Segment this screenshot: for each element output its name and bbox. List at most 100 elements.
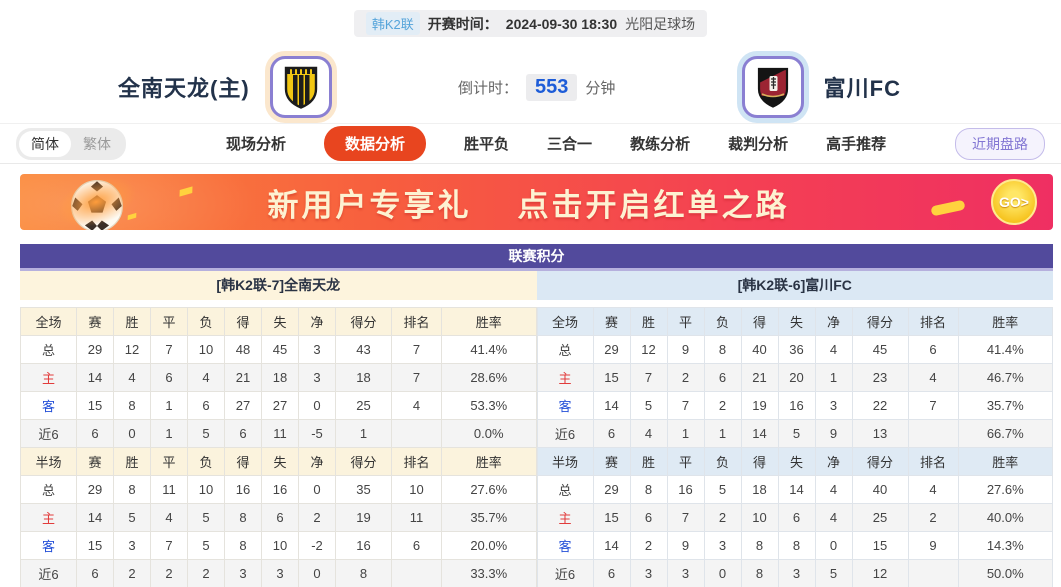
column-header: 失 [261,447,299,476]
nav-tab[interactable]: 三合一 [547,136,593,153]
nav-bar: 简体 繁体 现场分析 数据分析 胜平负 三合一 教练分析 裁判分析 高手推荐 近期盘路 [0,123,1061,164]
stat-cell: 3 [703,531,742,560]
row-label: 客 [20,531,77,560]
go-button[interactable]: GO> [991,179,1037,225]
column-header: 胜率 [957,447,1053,476]
lang-traditional-button[interactable]: 繁体 [83,135,111,152]
stat-cell: 11 [150,475,188,504]
stat-cell: 4 [150,503,188,532]
stat-cell: 15 [592,503,631,532]
stat-cell: 14 [592,531,631,560]
stat-cell: 8 [335,559,392,587]
stat-cell: 6 [592,559,631,587]
stat-cell: 10 [261,531,299,560]
stat-cell: 14 [777,475,816,504]
stat-cell: 6 [224,419,262,448]
stat-cell: 0 [703,559,742,587]
stat-cell: 3 [666,559,705,587]
stat-cell: 2 [187,559,225,587]
stat-cell: 25 [851,503,909,532]
promo-banner[interactable]: 新用户专享礼 点击开启红单之路 GO> [20,174,1053,230]
stat-cell: 16 [777,391,816,420]
nav-tab[interactable]: 胜平负 [464,136,510,153]
table-row: 总 29 12 9 8 40 36 4 45 6 41.4% [536,335,1053,364]
stat-cell: 21 [224,363,262,392]
stat-cell: 4 [907,475,959,504]
recent-odds-button[interactable]: 近期盘路 [955,127,1045,160]
column-header: 半场 [20,447,77,476]
soccer-ball-icon [48,174,144,230]
stat-cell: 5 [814,559,853,587]
stat-cell: 12 [629,335,668,364]
nav-tab[interactable]: 教练分析 [630,136,691,153]
column-header: 赛 [592,307,631,336]
stat-cell: 41.4% [957,335,1053,364]
column-header: 胜 [629,307,668,336]
away-stats-panel: [韩K2联-6]富川FC 全场赛胜平负得失净得分 排名 胜率 总 29 12 9 8 40 36… [536,271,1053,587]
table-row: 客 15 3 7 5 8 10 -2 16 6 20.0% [20,531,537,560]
column-header: 负 [187,307,225,336]
language-toggle: 简体 繁体 [16,127,126,160]
stat-cell: 7 [391,335,442,364]
stat-cell: 8 [740,559,779,587]
stat-cell: 36 [777,335,816,364]
stat-cell: 28.6% [441,363,537,392]
stat-cell: 1 [150,419,188,448]
section-title: 联赛积分 [20,244,1053,271]
stat-cell: 19 [740,391,779,420]
stat-cell: 0 [298,559,336,587]
lang-simplified-button[interactable]: 简体 [19,130,71,157]
stat-cell: 6 [907,335,959,364]
column-header: 得分 [335,447,392,476]
stat-cell: 9 [907,531,959,560]
nav-tabs: 现场分析 数据分析 胜平负 三合一 教练分析 裁判分析 高手推荐 [226,126,886,161]
home-stats-panel: [韩K2联-7]全南天龙 全场赛胜平负得失净得分 排名 胜率 总 29 12 7 10 48 4… [20,271,537,587]
stat-cell: 16 [666,475,705,504]
home-team-name: 全南天龙(主) [118,76,250,101]
column-header: 负 [187,447,225,476]
column-header: 净 [298,447,336,476]
stat-cell [391,559,442,587]
countdown-value: 553 [525,73,578,101]
stat-cell: 3 [629,559,668,587]
stat-cell: 16 [224,475,262,504]
stat-cell: 16 [335,531,392,560]
stat-cell: 29 [76,475,114,504]
table-row: 主 14 4 6 4 21 18 3 18 7 28.6% [20,363,537,392]
nav-tab[interactable]: 高手推荐 [826,136,887,153]
stat-cell: 7 [907,391,959,420]
column-header: 全场 [20,307,77,336]
stat-cell: 12 [851,559,909,587]
column-header: 净 [814,447,853,476]
stat-cell: 5 [703,475,742,504]
stat-cell: 1 [666,419,705,448]
stat-cell: 40 [740,335,779,364]
nav-tab[interactable]: 裁判分析 [728,136,789,153]
column-header: 平 [666,447,705,476]
stat-cell: 6 [703,363,742,392]
stat-cell: 3 [113,531,151,560]
stat-cell: 21 [740,363,779,392]
column-header: 失 [777,307,816,336]
stat-cell [391,419,442,448]
column-header: 失 [261,307,299,336]
stat-cell: 8 [740,531,779,560]
stat-cell: 27.6% [441,475,537,504]
column-header-row: 全场赛胜平负得失净得分 排名 胜率 [536,307,1053,336]
away-team-name: 富川FC [823,76,901,101]
nav-tab[interactable]: 数据分析 [324,126,427,161]
stat-cell [907,559,959,587]
stat-cell: 48 [224,335,262,364]
column-header: 平 [666,307,705,336]
nav-tab[interactable]: 现场分析 [226,136,287,153]
confetti-decor [127,212,137,221]
league-badge[interactable]: 韩K2联 [365,12,420,35]
stat-cell: 14.3% [957,531,1053,560]
stat-cell: 3 [777,559,816,587]
stat-cell: 43 [335,335,392,364]
away-team: 富川FC [741,56,901,118]
stat-cell: 8 [113,475,151,504]
row-label: 总 [536,475,594,504]
table-row: 近6 6 3 3 0 8 3 5 12 50.0% [536,559,1053,587]
stat-cell: 4 [391,391,442,420]
